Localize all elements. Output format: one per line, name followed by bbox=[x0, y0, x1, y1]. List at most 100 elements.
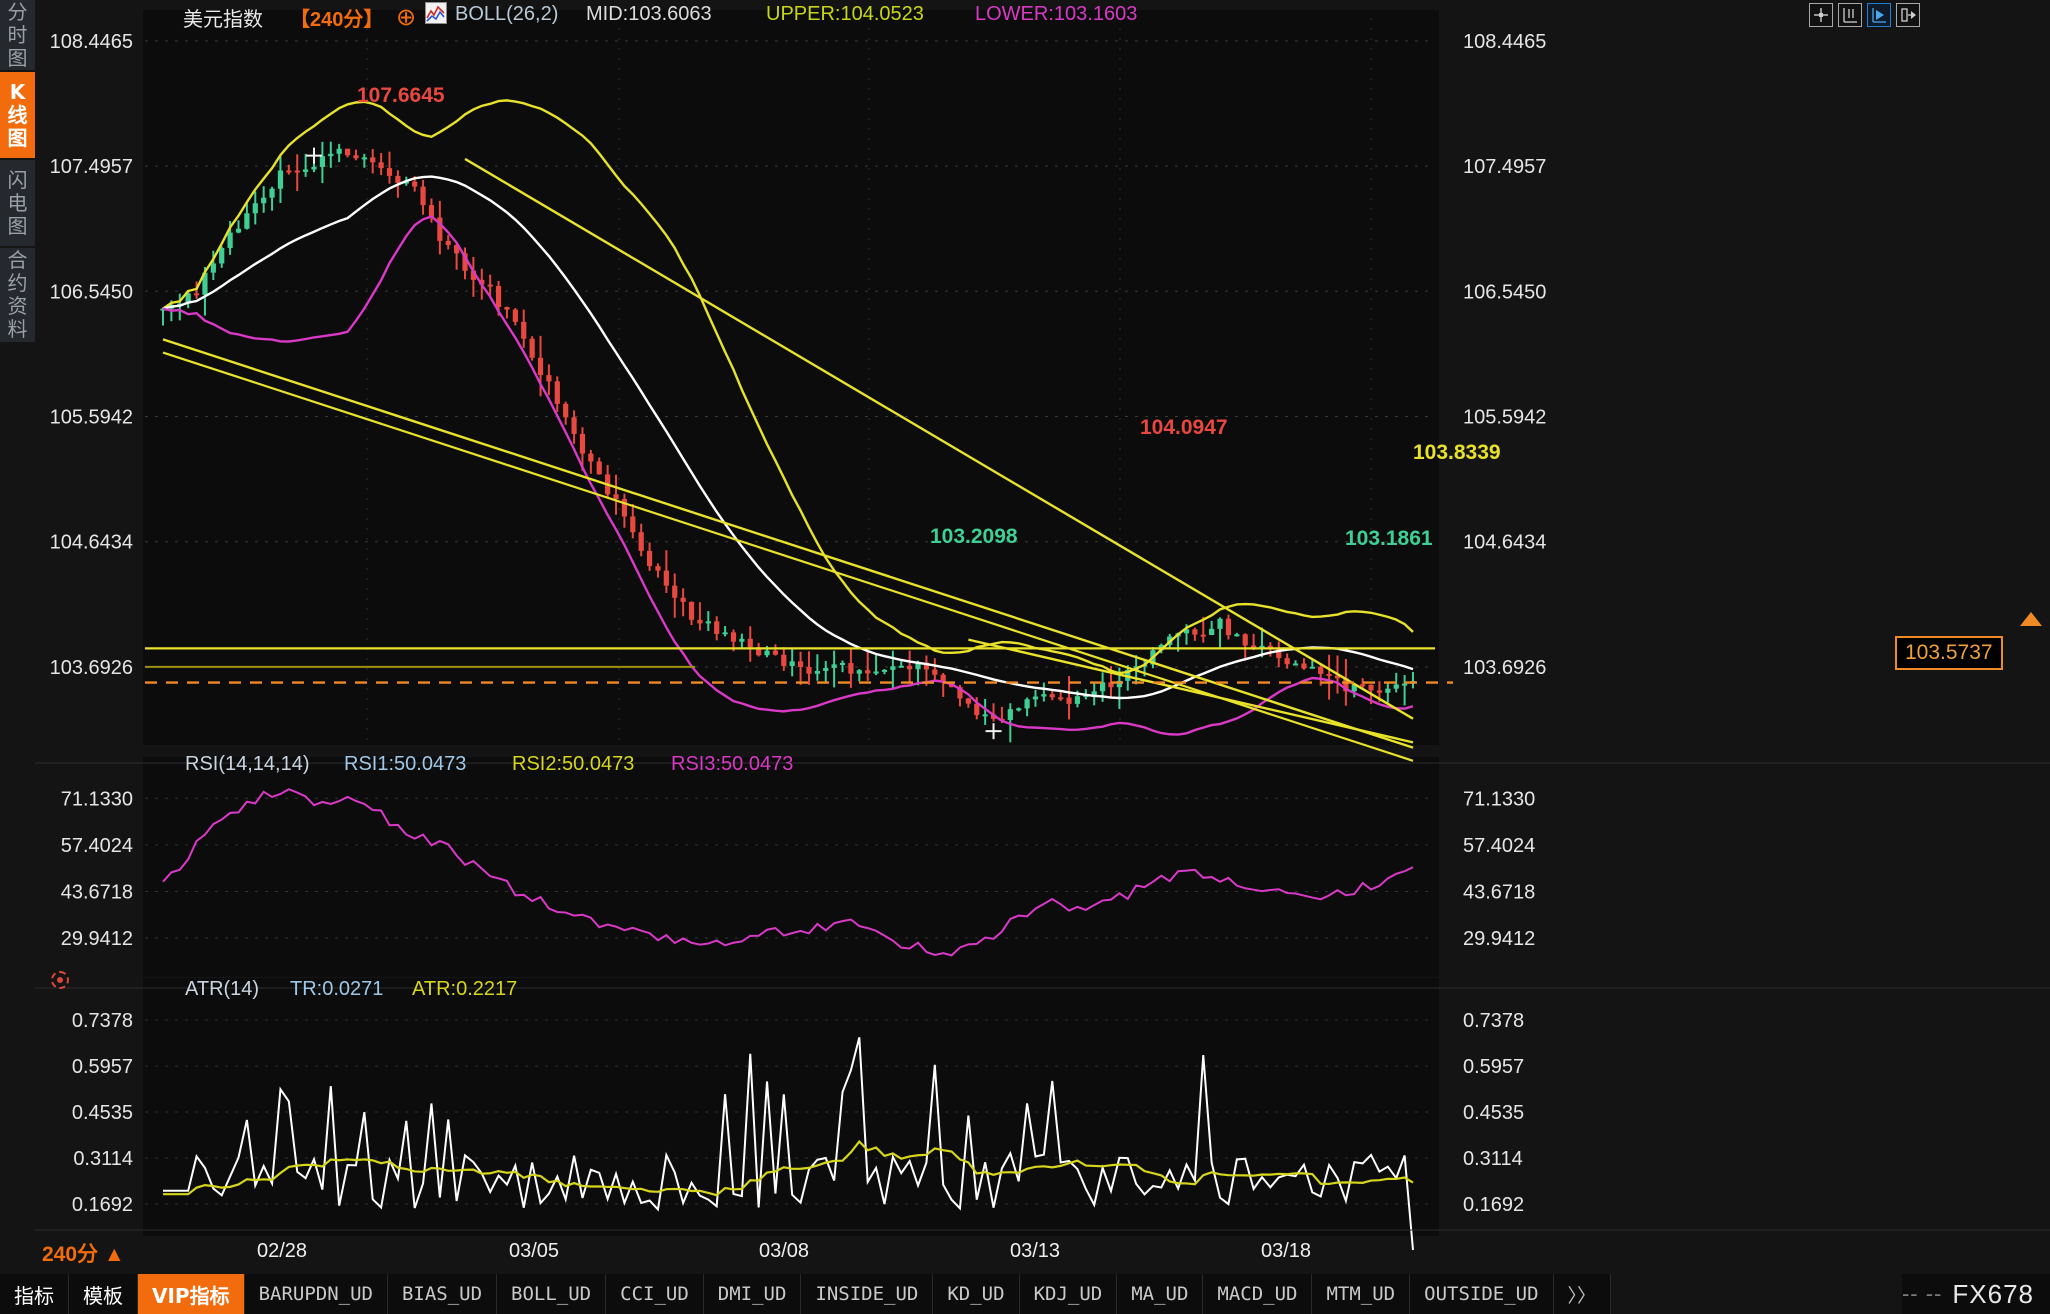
tb-macd[interactable]: MACD_UD bbox=[1203, 1274, 1313, 1314]
tb-vip[interactable]: VIP指标 bbox=[138, 1274, 245, 1314]
svg-text:0.7378: 0.7378 bbox=[72, 1010, 133, 1032]
timeframe-label[interactable]: 【240分】 bbox=[290, 9, 384, 31]
svg-text:108.4465: 108.4465 bbox=[50, 31, 133, 53]
tb-outside[interactable]: OUTSIDE_UD bbox=[1410, 1274, 1554, 1314]
svg-text:0.3114: 0.3114 bbox=[1463, 1148, 1523, 1170]
toolbar-spacer bbox=[1611, 1274, 1902, 1314]
chart-indicator-icon[interactable] bbox=[425, 2, 447, 24]
sidebar-item-label: 电 bbox=[7, 190, 28, 215]
symbol-label: 美元指数 bbox=[183, 9, 263, 31]
boll-name-label: BOLL(26,2) bbox=[455, 3, 559, 25]
sidebar-item-label: 图 bbox=[7, 125, 28, 150]
tb-indicators[interactable]: 指标 bbox=[0, 1274, 69, 1314]
annotation-swing: 104.0947 bbox=[1140, 416, 1228, 439]
rsi-title: RSI(14,14,14) bbox=[185, 753, 310, 775]
atr-title: ATR(14) bbox=[185, 978, 260, 1000]
tb-barupdn[interactable]: BARUPDN_UD bbox=[244, 1274, 388, 1314]
svg-text:106.5450: 106.5450 bbox=[1463, 281, 1546, 303]
atr-tr-value: TR:0.0271 bbox=[290, 978, 384, 1000]
svg-text:0.4535: 0.4535 bbox=[72, 1102, 133, 1124]
svg-text:0.7378: 0.7378 bbox=[1463, 1010, 1524, 1032]
time-axis: 240分 ▲ 02/28 03/05 03/08 03/13 03/18 bbox=[0, 1232, 2050, 1274]
svg-text:107.4957: 107.4957 bbox=[1463, 156, 1546, 178]
svg-text:43.6718: 43.6718 bbox=[61, 881, 133, 903]
svg-text:29.9412: 29.9412 bbox=[1463, 928, 1535, 950]
rsi1-value: RSI1:50.0473 bbox=[344, 753, 467, 775]
boll-upper-value: UPPER:104.0523 bbox=[766, 3, 924, 25]
boll-lower-value: LOWER:103.1603 bbox=[975, 3, 1138, 25]
sidebar-item-label: 闪 bbox=[7, 167, 28, 192]
toolbar-items: 指标 模板 VIP指标 BARUPDN_UD BIAS_UD BOLL_UD CCI_UD D… bbox=[0, 1274, 1612, 1314]
svg-text:104.6434: 104.6434 bbox=[1463, 532, 1546, 554]
sidebar-item-label: 料 bbox=[7, 317, 28, 341]
tb-kdj[interactable]: KDJ_UD bbox=[1019, 1274, 1118, 1314]
svg-text:105.5942: 105.5942 bbox=[50, 407, 133, 429]
annotation-low: 103.2098 bbox=[930, 525, 1018, 548]
svg-text:0.4535: 0.4535 bbox=[1463, 1102, 1524, 1124]
sidebar-item-label: 图 bbox=[7, 45, 28, 70]
tb-more[interactable]: 〉〉 bbox=[1553, 1274, 1612, 1314]
svg-text:105.5942: 105.5942 bbox=[1463, 407, 1546, 429]
tb-mtm[interactable]: MTM_UD bbox=[1312, 1274, 1411, 1314]
brand-text: FX678 bbox=[1952, 1278, 2034, 1309]
jump-to-latest-tool[interactable] bbox=[1896, 3, 1920, 27]
svg-text:0.5957: 0.5957 bbox=[72, 1056, 133, 1078]
svg-text:57.4024: 57.4024 bbox=[61, 835, 133, 857]
bottom-toolbar: 指标 模板 VIP指标 BARUPDN_UD BIAS_UD BOLL_UD CCI_UD D… bbox=[0, 1274, 2050, 1314]
time-axis-label: 03/13 bbox=[1010, 1240, 1061, 1262]
svg-text:57.4024: 57.4024 bbox=[1463, 835, 1535, 857]
svg-text:104.6434: 104.6434 bbox=[50, 532, 133, 554]
sidebar-item-contract-info[interactable]: 合约资料 bbox=[0, 248, 35, 344]
rsi2-value: RSI2:50.0473 bbox=[512, 753, 635, 775]
tb-dmi[interactable]: DMI_UD bbox=[703, 1274, 802, 1314]
time-axis-label: 03/18 bbox=[1261, 1240, 1312, 1262]
time-axis-label: 03/05 bbox=[509, 1240, 560, 1262]
annotation-recent: 103.1861 bbox=[1345, 527, 1433, 550]
tb-inside[interactable]: INSIDE_UD bbox=[801, 1274, 934, 1314]
tb-ma[interactable]: MA_UD bbox=[1117, 1274, 1204, 1314]
record-indicator-icon[interactable] bbox=[51, 971, 69, 989]
atr-value: ATR:0.2217 bbox=[412, 978, 518, 1000]
svg-text:106.5450: 106.5450 bbox=[50, 281, 133, 303]
svg-text:0.1692: 0.1692 bbox=[72, 1194, 133, 1216]
chart-canvas[interactable]: 108.4465 108.4465 107.4957 107.4957 106.5450… bbox=[35, 0, 2050, 1274]
timeframe-badge[interactable]: 240分 ▲ bbox=[42, 1243, 125, 1266]
tb-kd[interactable]: KD_UD bbox=[933, 1274, 1020, 1314]
price-arrow-icon bbox=[2020, 612, 2042, 626]
brand-dashes: -- -- bbox=[1901, 1281, 1943, 1306]
brand-logo: -- -- FX678 bbox=[1902, 1274, 2050, 1314]
svg-text:0.3114: 0.3114 bbox=[73, 1148, 133, 1170]
crosshair-move-tool[interactable] bbox=[1809, 3, 1833, 27]
svg-text:71.1330: 71.1330 bbox=[1463, 788, 1535, 810]
sidebar-item-label: 图 bbox=[7, 213, 28, 238]
svg-text:103.6926: 103.6926 bbox=[50, 657, 133, 679]
current-price-tag: 103.5737 bbox=[1895, 636, 2003, 670]
sidebar-item-label: K bbox=[9, 79, 26, 104]
boll-mid-value: MID:103.6063 bbox=[586, 3, 712, 25]
sidebar-item-label: 合 bbox=[7, 248, 28, 272]
annotation-high: 107.6645 bbox=[357, 84, 445, 107]
sidebar-item-label: 线 bbox=[7, 102, 28, 127]
rsi3-value: RSI3:50.0473 bbox=[671, 753, 794, 775]
tb-bias[interactable]: BIAS_UD bbox=[387, 1274, 498, 1314]
sidebar-item-label: 约 bbox=[7, 271, 28, 295]
chart-plot-svg: 108.4465 108.4465 107.4957 107.4957 106.5450… bbox=[35, 0, 2050, 1274]
sidebar-item-timeshare-chart[interactable]: 分时图 bbox=[0, 0, 35, 72]
sidebar-item-lightning-chart[interactable]: 闪电图 bbox=[0, 160, 35, 248]
svg-text:108.4465: 108.4465 bbox=[1463, 31, 1546, 53]
crosshair-target-icon[interactable]: ⊕ bbox=[396, 4, 417, 31]
time-axis-label: 03/08 bbox=[759, 1240, 810, 1262]
time-axis-label: 02/28 bbox=[257, 1240, 308, 1262]
tb-cci[interactable]: CCI_UD bbox=[606, 1274, 704, 1314]
sidebar-item-label: 资 bbox=[7, 294, 28, 318]
zoom-to-right-tool[interactable] bbox=[1867, 3, 1891, 27]
tb-boll[interactable]: BOLL_UD bbox=[497, 1274, 607, 1314]
tb-templates[interactable]: 模板 bbox=[69, 1274, 138, 1314]
svg-text:71.1330: 71.1330 bbox=[61, 788, 133, 810]
measure-tool[interactable] bbox=[1838, 3, 1862, 27]
svg-text:43.6718: 43.6718 bbox=[1463, 881, 1535, 903]
annotation-trendline: 103.8339 bbox=[1413, 441, 1501, 464]
